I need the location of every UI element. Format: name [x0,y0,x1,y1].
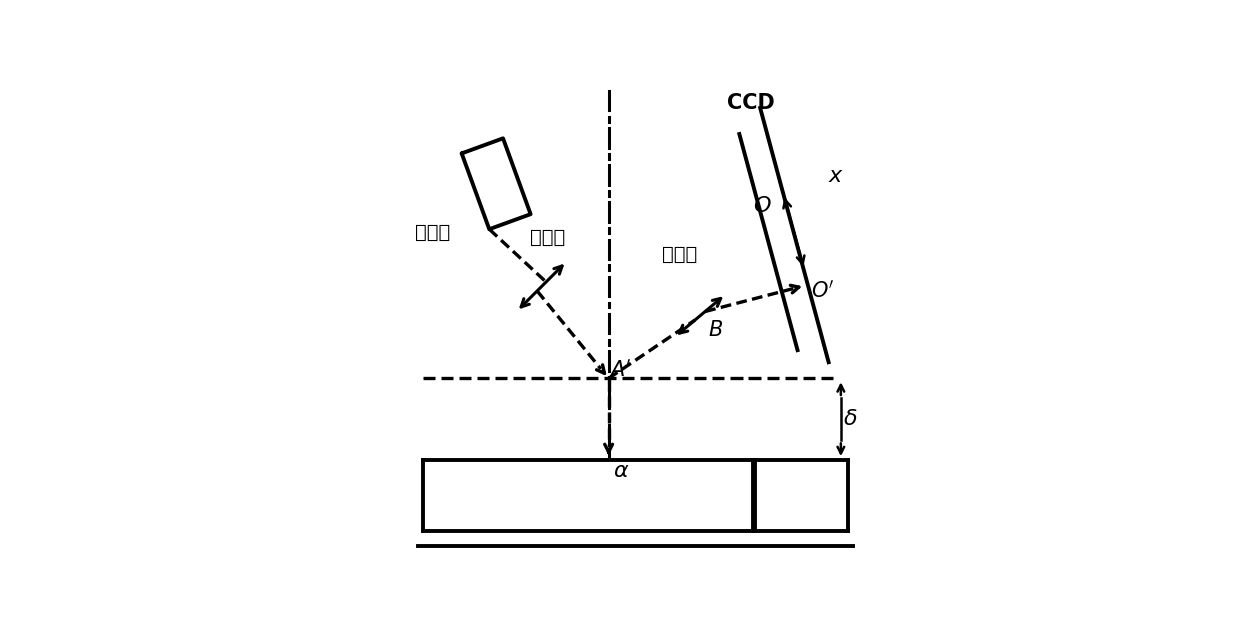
Text: 会聚镜: 会聚镜 [529,228,565,247]
Text: $\delta$: $\delta$ [843,409,858,429]
Text: $O'$: $O'$ [811,279,835,302]
Text: CCD: CCD [727,93,774,113]
Text: $x$: $x$ [828,166,844,187]
Text: $\alpha$: $\alpha$ [613,461,630,481]
Text: $O$: $O$ [754,196,773,216]
Text: 激光器: 激光器 [415,223,450,242]
Text: 成像镜: 成像镜 [662,245,697,264]
Text: $A'$: $A'$ [609,359,632,380]
Text: $B$: $B$ [708,321,723,340]
